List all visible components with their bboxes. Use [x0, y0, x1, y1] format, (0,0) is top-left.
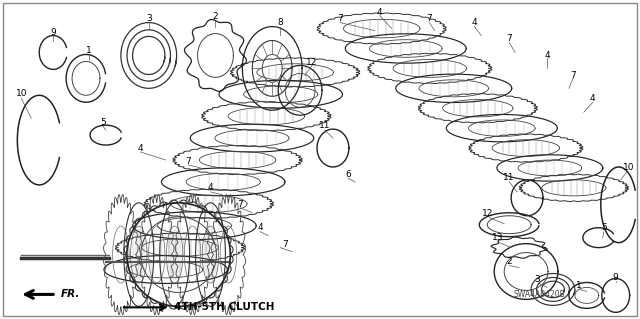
Text: 10: 10: [15, 89, 27, 98]
Text: 9: 9: [51, 28, 56, 37]
Text: 4: 4: [257, 223, 263, 232]
Text: 5: 5: [100, 118, 106, 127]
Text: 12: 12: [307, 58, 317, 67]
Text: 10: 10: [623, 163, 634, 173]
Text: 7: 7: [237, 200, 243, 209]
Text: 12: 12: [481, 209, 493, 218]
Text: 9: 9: [613, 273, 619, 282]
Text: 1: 1: [576, 281, 582, 290]
Text: 4: 4: [138, 144, 143, 152]
Text: 4: 4: [207, 183, 213, 192]
Text: 6: 6: [345, 170, 351, 179]
Text: 11: 11: [319, 121, 331, 130]
Text: 1: 1: [86, 46, 92, 55]
Text: 7: 7: [337, 14, 343, 23]
Text: 4TH-5TH CLUTCH: 4TH-5TH CLUTCH: [173, 302, 274, 312]
Text: 7: 7: [282, 240, 288, 249]
Text: 7: 7: [570, 71, 576, 80]
Text: SWA4A0420B: SWA4A0420B: [513, 290, 565, 299]
Text: 11: 11: [504, 174, 515, 182]
Text: 2: 2: [506, 257, 512, 266]
Text: 5: 5: [601, 223, 607, 232]
Text: 4: 4: [544, 51, 550, 60]
Text: 7: 7: [427, 14, 433, 23]
Text: 3: 3: [534, 275, 540, 284]
Text: 13: 13: [492, 233, 503, 242]
Text: 4: 4: [377, 8, 383, 17]
Text: 7: 7: [506, 34, 512, 43]
Text: 4: 4: [590, 94, 596, 103]
Text: 8: 8: [277, 18, 283, 27]
Text: FR.: FR.: [61, 289, 81, 300]
Text: 3: 3: [146, 14, 152, 23]
Text: 2: 2: [212, 12, 218, 21]
Text: 7: 7: [186, 158, 191, 167]
Text: 4: 4: [472, 18, 477, 27]
